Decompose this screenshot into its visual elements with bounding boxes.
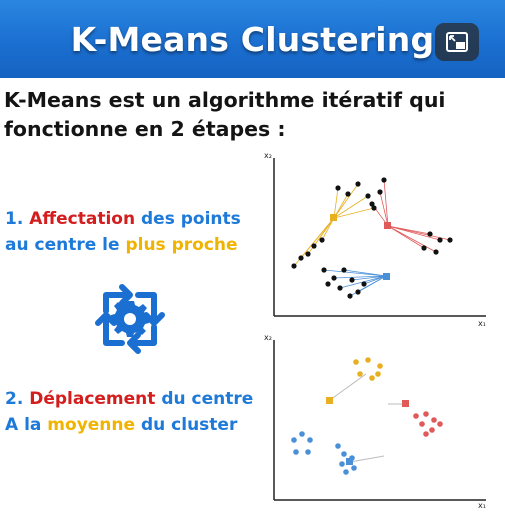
yellow-cluster-points [353,357,383,381]
miniplayer-button[interactable] [435,23,479,61]
step-2: 2. Déplacement du centre A la moyenne du… [5,386,253,438]
yellow-shift-line [329,373,367,401]
step-2-keyword: Déplacement [29,389,156,409]
cycle-gear-icon [95,284,165,354]
update-plot: x₂ x₁ [264,333,486,508]
red-cluster-points [413,411,443,437]
y-axis-label: x₂ [264,151,272,160]
x-axis-label: x₁ [478,319,486,328]
step-1-line2: au centre le [5,235,120,255]
step-1-number: 1. [5,209,24,229]
step-1-highlight: plus proche [125,235,238,255]
step-2-suffix: du cluster [140,415,238,435]
centroid-blue [383,273,390,280]
intro-text: K-Means est un algorithme itératif qui f… [4,86,474,144]
y-axis-label: x₂ [264,333,272,342]
page-title: K-Means Clustering [70,20,435,59]
miniplayer-icon [446,32,468,52]
step-2-number: 2. [5,389,24,409]
step-2-text: du centre [161,389,254,409]
blue-shift-line [349,455,385,463]
centroid-yellow [330,214,337,221]
x-axis-label: x₁ [478,501,486,508]
step-1-text: des points [141,209,241,229]
title-banner: K-Means Clustering [0,0,505,78]
blue-cluster-points [291,431,357,475]
centroid-red [384,222,391,229]
centroid-blue-old [346,458,353,465]
assignment-plot: x₂ x₁ [264,151,486,328]
intro-line-2: fonctionne en 2 étapes : [4,117,286,141]
step-2-line2: A la [5,415,42,435]
blue-assignment-lines [323,269,387,297]
centroid-red-old [402,400,409,407]
step-1-keyword: Affectation [29,209,136,229]
step-1: 1. Affectation des points au centre le p… [5,206,241,258]
centroid-yellow-old [326,397,333,404]
data-points [291,177,453,299]
intro-line-1: K-Means est un algorithme itératif qui [4,88,446,112]
step-2-highlight: moyenne [47,415,136,435]
